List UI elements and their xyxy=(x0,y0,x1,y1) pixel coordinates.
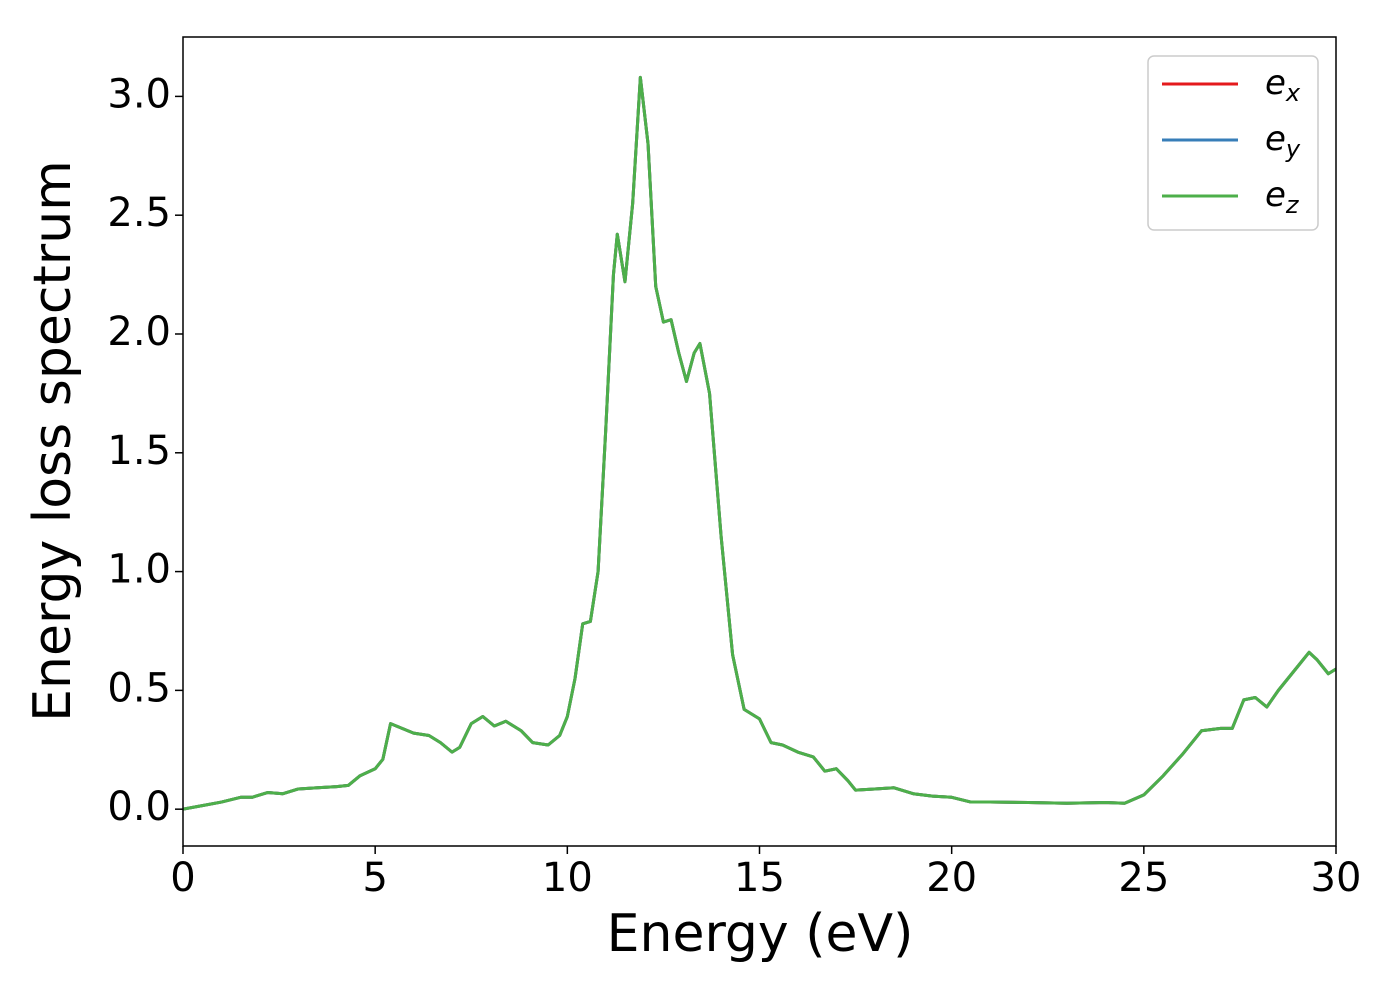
plot-lines xyxy=(183,75,1336,811)
y-axis-label: Energy loss spectrum xyxy=(23,160,83,722)
x-tick-label: 20 xyxy=(926,855,977,901)
x-tick-label: 25 xyxy=(1118,855,1169,901)
legend-label: ez xyxy=(1265,175,1300,220)
x-tick-label: 30 xyxy=(1311,855,1362,901)
y-tick-label: 3.0 xyxy=(107,71,171,117)
y-tick-label: 1.5 xyxy=(107,428,171,474)
plot-frame xyxy=(182,36,1337,847)
y-tick-label: 1.0 xyxy=(107,547,171,593)
data-line xyxy=(183,75,1336,811)
x-tick-label: 0 xyxy=(170,855,195,901)
legend-box xyxy=(1147,55,1319,231)
x-tick-label: 10 xyxy=(542,855,593,901)
legend-label: ex xyxy=(1265,63,1301,108)
y-tick-label: 2.0 xyxy=(107,309,171,355)
x-tick-label: 15 xyxy=(734,855,785,901)
legend-label: ey xyxy=(1265,119,1301,164)
x-axis-label: Energy (eV) xyxy=(607,904,914,964)
y-tick-label: 0.0 xyxy=(107,784,171,830)
y-tick-label: 2.5 xyxy=(107,190,171,236)
x-tick-label: 5 xyxy=(362,855,387,901)
y-tick-label: 0.5 xyxy=(107,665,171,711)
